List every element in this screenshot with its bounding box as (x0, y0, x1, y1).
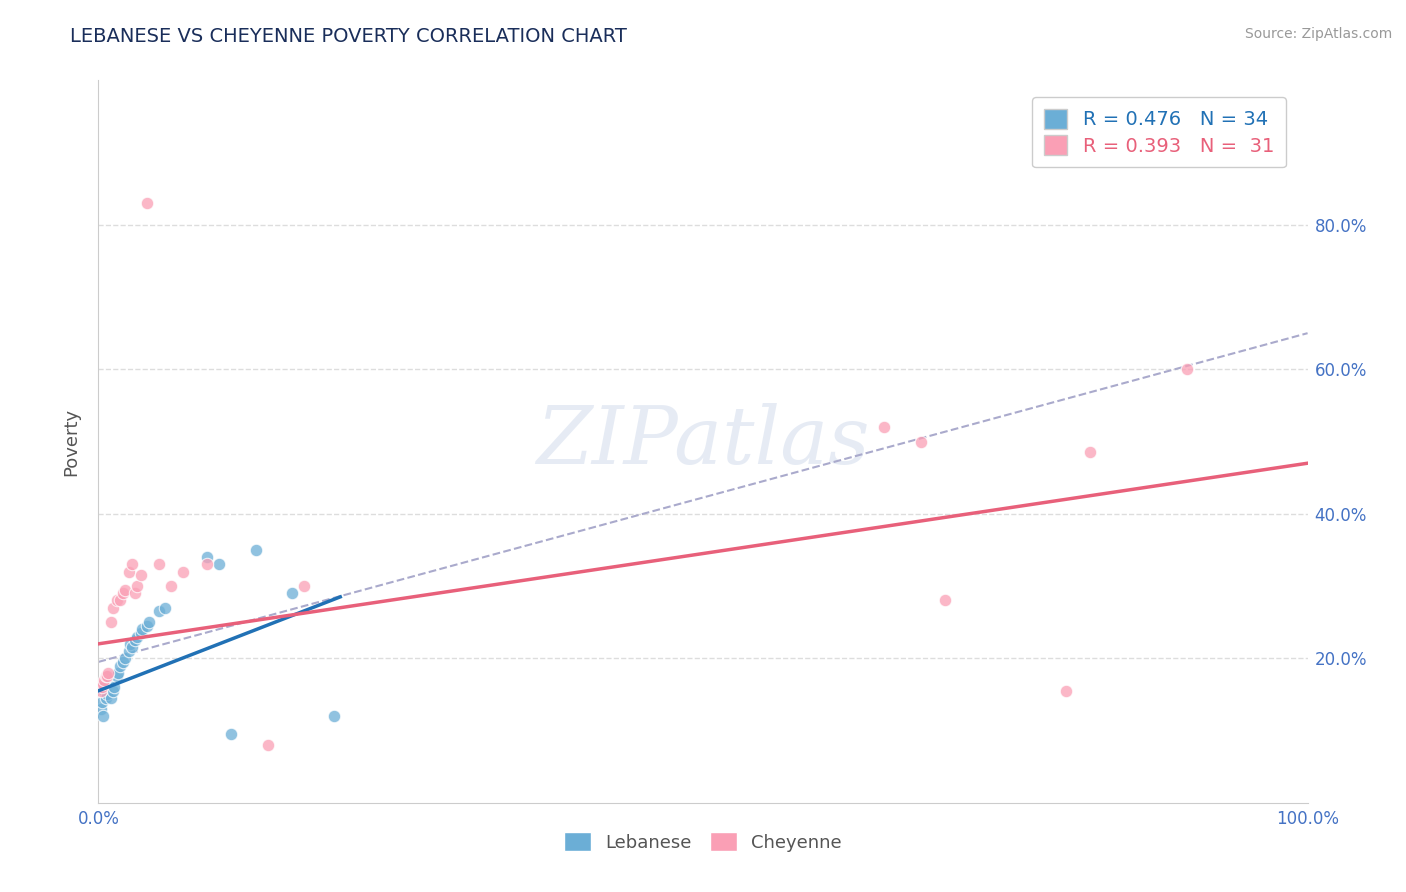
Text: Source: ZipAtlas.com: Source: ZipAtlas.com (1244, 27, 1392, 41)
Point (138, 615, 160, 630)
Point (93, 683, 115, 698)
Point (195, 550, 218, 565)
Point (94, 691, 117, 706)
Point (323, 709, 346, 723)
Point (873, 420, 896, 434)
Point (111, 655, 134, 669)
Point (1175, 362, 1198, 376)
Point (127, 579, 149, 593)
Point (114, 651, 136, 665)
Point (114, 582, 136, 597)
Point (135, 196, 157, 211)
Point (94, 669, 117, 683)
Point (118, 637, 141, 651)
Point (93, 673, 115, 687)
Point (107, 665, 129, 680)
Point (281, 586, 304, 600)
Point (90, 683, 112, 698)
Point (121, 640, 143, 655)
Point (100, 691, 122, 706)
Point (91, 709, 114, 723)
Point (148, 558, 170, 572)
Point (91, 676, 114, 690)
Point (103, 680, 125, 694)
Point (101, 683, 124, 698)
Point (124, 586, 146, 600)
Point (93, 680, 115, 694)
Point (153, 600, 176, 615)
Point (124, 633, 146, 648)
Point (96, 687, 118, 701)
Point (105, 669, 128, 683)
Point (221, 727, 243, 741)
Point (172, 565, 194, 579)
Point (1054, 683, 1077, 698)
Point (111, 586, 134, 600)
Point (934, 593, 956, 607)
Point (91, 680, 114, 694)
Point (148, 604, 170, 618)
Point (98, 669, 121, 683)
Point (121, 558, 143, 572)
Point (910, 434, 932, 449)
Text: ZIPatlas: ZIPatlas (536, 403, 870, 480)
Text: LEBANESE VS CHEYENNE POVERTY CORRELATION CHART: LEBANESE VS CHEYENNE POVERTY CORRELATION… (70, 27, 627, 45)
Point (96, 669, 118, 683)
Point (91, 695, 114, 709)
Point (118, 565, 141, 579)
Point (245, 542, 267, 557)
Point (256, 738, 278, 752)
Point (129, 568, 152, 582)
Point (100, 615, 122, 630)
Point (105, 593, 128, 607)
Point (160, 579, 183, 593)
Point (108, 593, 131, 607)
Point (131, 623, 153, 637)
Point (97, 673, 120, 687)
Point (108, 658, 131, 673)
Point (208, 558, 231, 572)
Point (101, 600, 124, 615)
Point (127, 630, 149, 644)
Point (195, 558, 218, 572)
Point (129, 626, 152, 640)
Y-axis label: Poverty: Poverty (62, 408, 80, 475)
Point (97, 665, 120, 680)
Point (1078, 445, 1101, 459)
Point (90, 702, 112, 716)
Point (118, 644, 141, 658)
Legend: Lebanese, Cheyenne: Lebanese, Cheyenne (557, 825, 849, 859)
Point (135, 619, 157, 633)
Point (292, 579, 315, 593)
